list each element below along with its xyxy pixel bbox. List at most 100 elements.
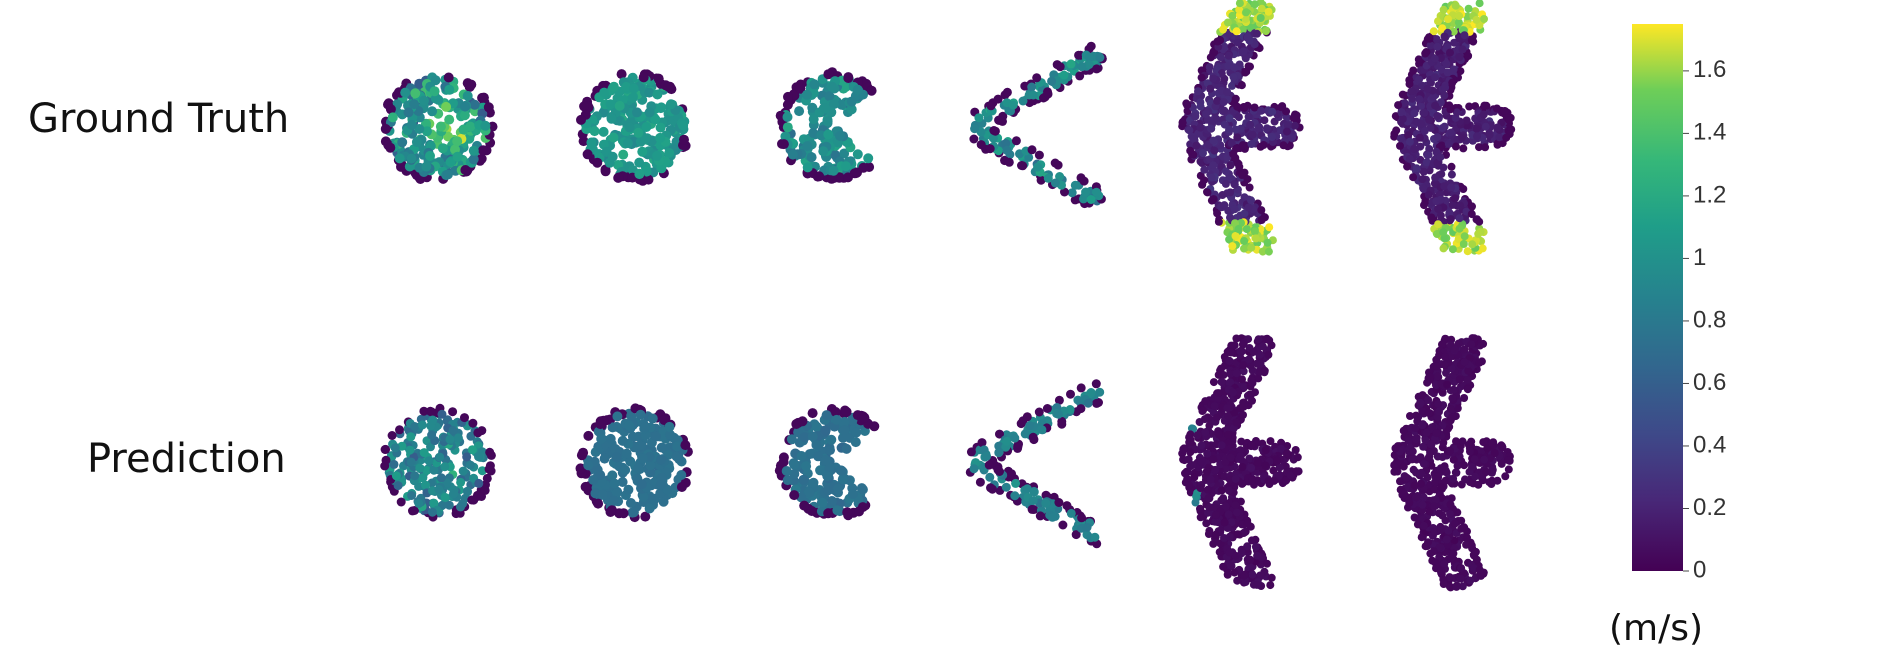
particle — [1279, 141, 1288, 150]
particle — [1231, 474, 1240, 483]
particle — [1200, 415, 1209, 424]
particle — [624, 420, 635, 431]
particle — [680, 440, 691, 451]
particle — [858, 162, 869, 173]
particle — [1425, 145, 1434, 153]
particle — [866, 85, 877, 96]
particle — [1223, 18, 1232, 27]
particle — [1037, 425, 1047, 435]
particle — [478, 92, 489, 103]
particle — [1007, 469, 1016, 479]
particle — [1399, 426, 1408, 435]
particle — [1444, 139, 1453, 148]
particle — [1477, 447, 1486, 456]
particle — [1434, 472, 1442, 481]
particle — [1036, 175, 1046, 185]
particle — [1226, 369, 1235, 378]
particle — [1186, 448, 1195, 457]
particle — [782, 122, 793, 133]
particle — [427, 106, 438, 117]
particle — [1448, 394, 1457, 403]
particle-shape — [774, 404, 880, 521]
particle — [1091, 187, 1101, 197]
particle — [808, 114, 819, 125]
particle — [415, 463, 425, 473]
particle — [624, 122, 635, 133]
particle — [1430, 502, 1439, 511]
particle — [1446, 128, 1455, 137]
particle — [616, 69, 627, 80]
particle — [1185, 481, 1193, 490]
particle — [1022, 484, 1032, 494]
particle — [1192, 492, 1201, 501]
particle — [1436, 98, 1445, 107]
particle — [1041, 498, 1051, 508]
particle — [1475, 143, 1483, 152]
particle — [1446, 215, 1455, 224]
particle — [1219, 25, 1228, 34]
particle — [1018, 96, 1028, 106]
particle — [1018, 161, 1028, 171]
particle — [1412, 164, 1421, 173]
particle — [1480, 15, 1488, 23]
particle — [995, 429, 1004, 439]
particle — [1429, 93, 1438, 102]
particle — [1239, 367, 1248, 376]
particle — [429, 86, 440, 97]
particle — [1219, 98, 1228, 107]
particle — [1474, 229, 1483, 238]
particle — [778, 139, 789, 150]
particle — [1413, 520, 1422, 529]
particle — [1239, 402, 1248, 411]
particle — [1185, 126, 1194, 135]
particle — [1032, 73, 1042, 83]
particle — [424, 456, 434, 466]
particle — [1462, 116, 1471, 125]
particle — [1458, 45, 1467, 54]
particle — [1493, 123, 1502, 132]
particle — [465, 121, 476, 132]
particle — [1292, 467, 1301, 476]
particle — [639, 422, 650, 433]
particle — [802, 89, 812, 100]
particle — [1219, 562, 1228, 571]
particle — [1468, 240, 1477, 249]
particle — [1214, 370, 1223, 379]
particle — [780, 131, 791, 142]
particle — [1220, 106, 1229, 115]
particle — [1475, 0, 1484, 8]
particle — [1242, 225, 1251, 234]
particle — [863, 153, 874, 164]
particle — [627, 431, 638, 442]
particle — [400, 87, 411, 98]
particle — [612, 411, 623, 422]
particle — [1392, 126, 1401, 135]
particle — [1472, 15, 1481, 24]
particle — [617, 435, 628, 446]
particle — [418, 473, 428, 483]
particle — [1463, 533, 1471, 542]
particle — [643, 174, 654, 185]
particle — [1267, 573, 1276, 582]
particle — [1084, 60, 1094, 69]
particle — [1233, 530, 1242, 539]
particle — [1504, 465, 1513, 474]
particle — [462, 486, 472, 496]
particle — [1466, 576, 1475, 585]
particle — [576, 450, 587, 461]
particle — [778, 452, 789, 463]
particle — [1264, 477, 1273, 486]
particle — [676, 470, 687, 480]
particle — [1449, 65, 1458, 74]
particle — [1277, 103, 1286, 112]
particle — [1420, 127, 1429, 136]
particle — [644, 503, 655, 514]
particle — [1211, 465, 1220, 474]
particle — [1186, 146, 1195, 155]
particle — [970, 124, 980, 134]
particle — [1459, 144, 1468, 153]
particle — [633, 463, 644, 474]
particle — [380, 461, 390, 471]
particle — [1008, 100, 1018, 110]
particle — [1239, 411, 1247, 419]
